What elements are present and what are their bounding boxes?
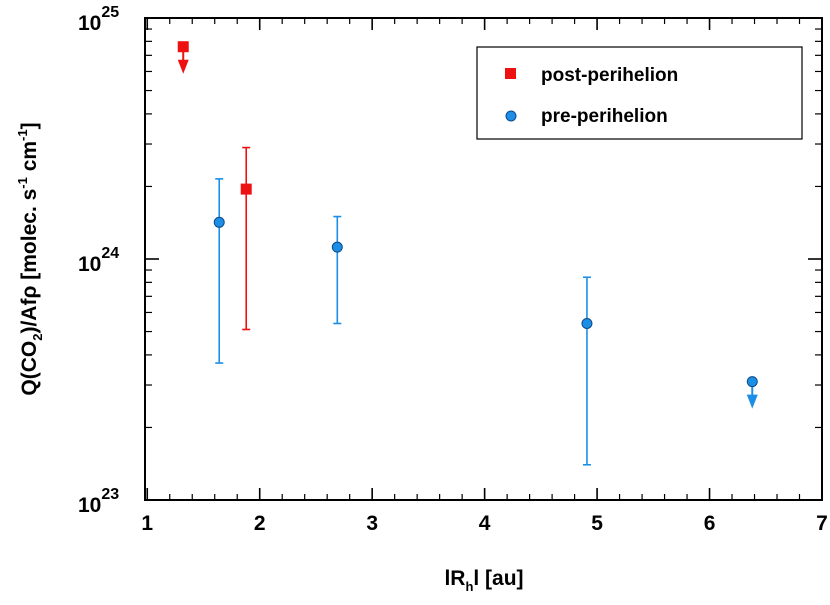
post-perihelion-upper-limit-arrow bbox=[177, 59, 189, 74]
y-axis-label: Q(CO2)/Afρ [molec. s-1 cm-1] bbox=[15, 122, 45, 395]
y-tick-label: 1025 bbox=[78, 4, 119, 35]
x-tick-label: 5 bbox=[591, 512, 603, 535]
pre-perihelion-marker bbox=[213, 216, 225, 228]
x-tick-label: 7 bbox=[816, 512, 828, 535]
x-tick-label: 1 bbox=[141, 512, 153, 535]
post-perihelion-marker bbox=[177, 41, 189, 53]
legend-marker-pre-perihelion bbox=[505, 110, 517, 122]
legend-label-post-perihelion: post-perihelion bbox=[541, 65, 678, 86]
pre-perihelion-marker bbox=[581, 317, 593, 329]
y-tick-labels: 1023 1024 1025 bbox=[78, 4, 119, 517]
x-tick-label: 2 bbox=[254, 512, 266, 535]
legend-box bbox=[476, 46, 803, 140]
x-axis-label: lRhl [au] bbox=[444, 567, 523, 594]
y-tick-label: 1023 bbox=[78, 486, 119, 517]
legend-label-pre-perihelion: pre-perihelion bbox=[541, 106, 668, 127]
error-bars bbox=[177, 46, 758, 466]
pre-perihelion-marker bbox=[331, 241, 343, 253]
x-tick-label: 3 bbox=[366, 512, 378, 535]
pre-perihelion-marker bbox=[746, 376, 758, 388]
x-tick-label: 6 bbox=[704, 512, 716, 535]
x-tick-labels: 1 2 3 4 5 6 7 bbox=[141, 512, 827, 535]
legend-marker-post-perihelion bbox=[505, 68, 516, 79]
major-ticks bbox=[145, 17, 823, 501]
y-tick-label: 1024 bbox=[78, 245, 119, 276]
post-perihelion-marker bbox=[240, 183, 252, 195]
data-markers bbox=[177, 41, 758, 388]
x-tick-label: 4 bbox=[479, 512, 491, 535]
minor-ticks bbox=[145, 18, 822, 500]
pre-perihelion-upper-limit-arrow bbox=[746, 394, 758, 409]
